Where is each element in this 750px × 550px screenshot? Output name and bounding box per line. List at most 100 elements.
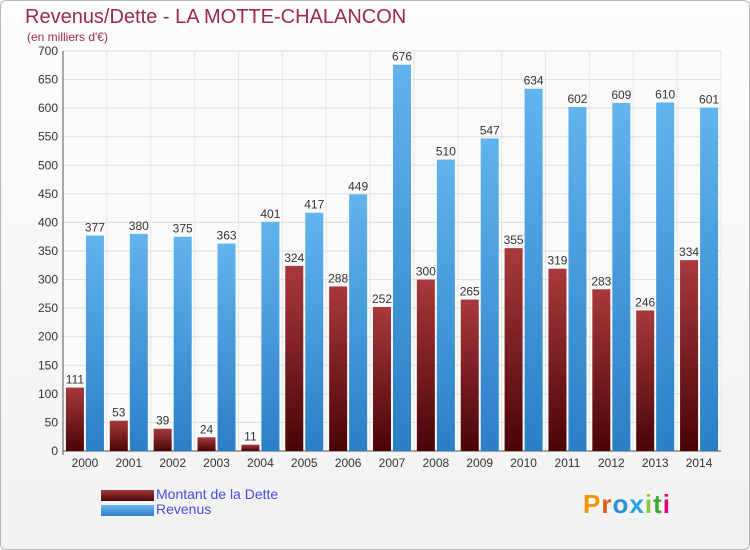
y-tick-label: 400 (38, 215, 58, 229)
x-tick-label: 2003 (203, 456, 230, 470)
data-label-revenus: 375 (173, 222, 193, 236)
x-tick-label: 2012 (598, 456, 625, 470)
logo-letter: i (644, 489, 654, 519)
bar-dette (460, 299, 479, 451)
data-label-dette: 53 (112, 406, 126, 420)
logo-letter: x (629, 489, 645, 519)
data-label-dette: 265 (460, 285, 480, 299)
bar-dette (636, 310, 655, 451)
bar-revenus (305, 212, 324, 451)
x-tick-label: 2000 (72, 456, 99, 470)
bar-dette (153, 428, 172, 451)
bar-dette (416, 279, 435, 451)
data-label-revenus: 510 (436, 145, 456, 159)
y-tick-label: 650 (38, 73, 58, 87)
logo-letter: t (653, 489, 663, 519)
chart-subtitle: (en milliers d'€) (27, 30, 108, 44)
data-label-revenus: 547 (480, 123, 500, 137)
data-label-revenus: 363 (217, 229, 237, 243)
data-label-revenus: 610 (655, 87, 675, 101)
data-label-dette: 111 (66, 373, 85, 387)
legend-label-revenus: Revenus (156, 501, 212, 517)
data-label-revenus: 401 (260, 207, 280, 221)
y-tick-label: 500 (38, 158, 58, 172)
y-tick-label: 50 (45, 415, 59, 429)
y-tick-label: 300 (38, 273, 58, 287)
bar-dette (285, 265, 304, 451)
data-label-revenus: 380 (129, 219, 149, 233)
data-label-revenus: 417 (304, 198, 324, 212)
bar-dette (504, 248, 523, 451)
bar-revenus (217, 243, 236, 451)
bar-revenus (612, 103, 631, 451)
bar-revenus (568, 107, 587, 451)
bar-revenus (261, 221, 280, 451)
data-label-dette: 252 (372, 292, 392, 306)
bar-dette (680, 260, 699, 451)
y-tick-label: 450 (38, 187, 58, 201)
bar-dette (241, 444, 260, 451)
y-tick-label: 100 (38, 387, 58, 401)
data-label-dette: 324 (284, 251, 304, 265)
bar-revenus (393, 64, 411, 451)
bar-dette (197, 437, 216, 451)
bar-dette (65, 387, 84, 451)
legend-swatch-revenus (101, 505, 154, 516)
x-tick-label: 2013 (642, 456, 669, 470)
bar-dette (109, 420, 128, 451)
x-tick-label: 2002 (159, 456, 186, 470)
x-tick-label: 2004 (247, 456, 274, 470)
legend-swatch-dette (101, 490, 154, 501)
x-tick-label: 2010 (510, 456, 537, 470)
x-tick-label: 2008 (423, 456, 450, 470)
x-tick-label: 2011 (555, 456, 581, 470)
x-tick-label: 2014 (686, 456, 713, 470)
x-tick-label: 2005 (291, 456, 318, 470)
data-label-dette: 288 (328, 271, 348, 285)
data-label-revenus: 676 (392, 50, 412, 64)
x-tick-label: 2006 (335, 456, 362, 470)
data-label-revenus: 634 (524, 74, 544, 88)
bar-dette (373, 307, 391, 451)
y-tick-label: 250 (38, 301, 58, 315)
bar-dette (592, 289, 611, 451)
logo-letter: P (583, 489, 602, 519)
bar-revenus (85, 235, 104, 451)
y-tick-label: 700 (38, 44, 58, 58)
y-tick-label: 600 (38, 101, 58, 115)
data-label-dette: 319 (547, 254, 567, 268)
y-tick-label: 0 (51, 444, 58, 458)
data-label-dette: 334 (679, 245, 699, 259)
data-label-dette: 283 (591, 274, 611, 288)
data-label-dette: 300 (416, 265, 436, 279)
bar-revenus (656, 102, 675, 451)
x-tick-label: 2001 (115, 456, 142, 470)
logo-letter: o (612, 489, 630, 519)
y-tick-label: 200 (38, 330, 58, 344)
data-label-revenus: 609 (611, 88, 631, 102)
data-label-dette: 11 (244, 430, 257, 444)
bar-revenus (349, 194, 368, 451)
data-label-revenus: 601 (699, 93, 719, 107)
bar-revenus (524, 88, 543, 451)
legend-label-dette: Montant de la Dette (156, 486, 279, 502)
bar-dette (548, 268, 567, 451)
x-tick-label: 2009 (466, 456, 493, 470)
x-tick-label: 2007 (379, 456, 406, 470)
bar-revenus (480, 138, 499, 451)
proxiti-logo: Proxiti (583, 489, 671, 520)
data-label-revenus: 602 (567, 92, 587, 106)
data-label-dette: 24 (200, 422, 214, 436)
chart-title: Revenus/Dette - LA MOTTE-CHALANCON (25, 6, 407, 28)
data-label-dette: 39 (156, 414, 170, 428)
y-tick-label: 350 (38, 244, 58, 258)
bar-revenus (436, 159, 455, 452)
logo-letter: i (662, 489, 671, 519)
bar-revenus (173, 236, 192, 451)
logo-letter: r (601, 489, 613, 519)
data-label-dette: 355 (504, 233, 524, 247)
y-tick-label: 550 (38, 130, 58, 144)
y-tick-label: 150 (38, 358, 58, 372)
